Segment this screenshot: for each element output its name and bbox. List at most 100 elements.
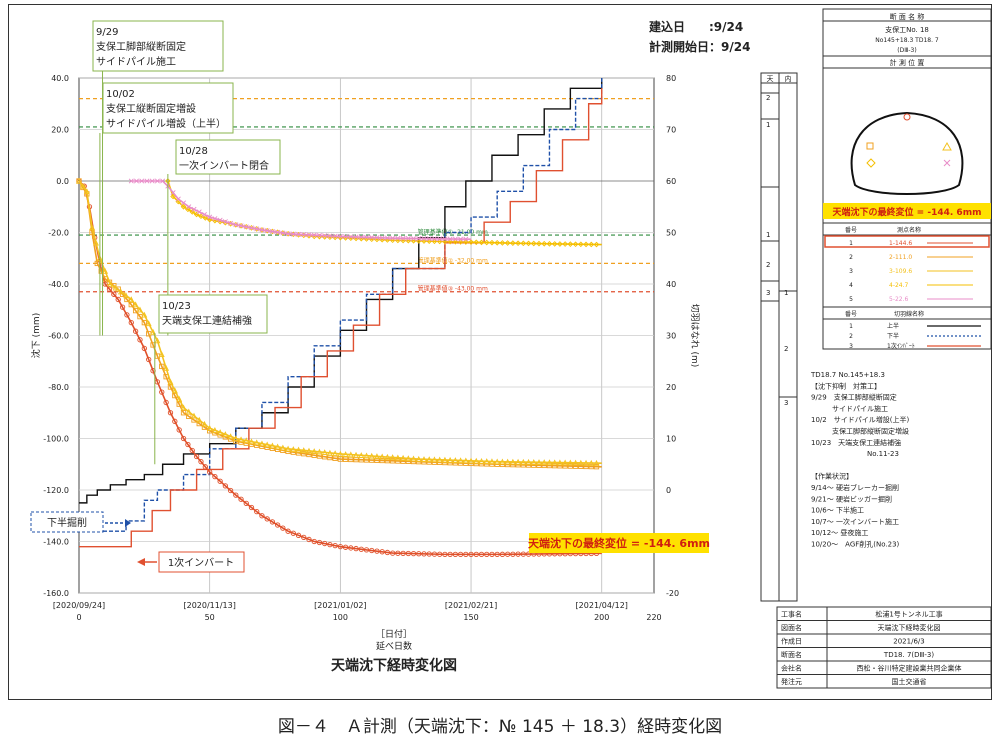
- data-point: [462, 239, 469, 245]
- data-point: [337, 233, 343, 239]
- data-point: [515, 551, 521, 557]
- data-point: [316, 232, 322, 238]
- info-value: TD18. 7(DⅢ-3): [883, 651, 934, 659]
- info-key: 図面名: [781, 623, 802, 632]
- data-point: [557, 241, 563, 247]
- data-point: [395, 458, 401, 464]
- x-tick-label: 220: [646, 613, 661, 622]
- data-point: [280, 230, 286, 236]
- data-point: [145, 320, 152, 327]
- x-tick-label: 200: [594, 613, 609, 622]
- data-point: [468, 551, 474, 558]
- face-strip-label: 1: [766, 121, 770, 129]
- data-point: [176, 427, 182, 433]
- face-strip-label: 2: [766, 261, 770, 269]
- y-tick-label: -140.0: [43, 538, 69, 547]
- tunnel-section-shape: [850, 111, 964, 195]
- data-point: [311, 452, 317, 458]
- data-point: [368, 452, 375, 459]
- data-point: [253, 439, 260, 446]
- data-point: [583, 241, 589, 248]
- data-point: [285, 445, 292, 452]
- lines-row-no: 2: [849, 333, 853, 340]
- face-strip-header: 天: [767, 75, 774, 83]
- data-point: [436, 456, 443, 463]
- data-point: [306, 232, 312, 238]
- data-point: [572, 459, 579, 466]
- annotation-text: 天端支保工連結補強: [162, 314, 252, 327]
- data-point: [332, 455, 338, 461]
- data-point: [567, 241, 574, 247]
- data-point: [133, 178, 140, 184]
- info-value: 2021/6/3: [893, 638, 924, 646]
- data-point: [557, 463, 563, 469]
- work-note: サイドパイル施工: [811, 404, 888, 413]
- section-pattern: (DⅢ-3): [897, 47, 916, 54]
- data-point: [154, 337, 161, 344]
- measure-series: [76, 177, 602, 466]
- lines-row-no: 1: [849, 323, 853, 330]
- data-point: [238, 223, 244, 229]
- data-point: [463, 236, 469, 242]
- data-point: [180, 404, 187, 411]
- data-point: [442, 551, 448, 558]
- data-point: [222, 483, 229, 489]
- data-point: [238, 496, 244, 502]
- data-point: [264, 441, 271, 448]
- data-point: [198, 213, 204, 220]
- data-point: [510, 551, 516, 557]
- data-point: [189, 209, 196, 215]
- lines-row-label: 上半: [887, 322, 899, 330]
- lines-header: 番号: [845, 311, 857, 318]
- data-point: [567, 463, 574, 469]
- data-point: [410, 455, 417, 462]
- work-note: TD18.7 No.145+18.3: [810, 371, 885, 379]
- data-point: [504, 458, 511, 465]
- points-header: 番号: [845, 227, 857, 234]
- data-point: [306, 447, 312, 454]
- y2-tick-label: 0: [666, 486, 671, 495]
- data-point: [593, 464, 600, 470]
- data-point: [207, 469, 213, 475]
- data-point: [405, 235, 411, 241]
- data-point: [159, 389, 165, 395]
- work-note: 9/14～ 硬岩ブレーカー掘削: [811, 483, 899, 492]
- data-point: [525, 240, 532, 247]
- points-row-label: 3-109.6: [889, 268, 912, 275]
- data-point: [536, 459, 542, 465]
- data-point: [193, 211, 200, 218]
- data-point: [149, 178, 155, 184]
- data-point: [520, 458, 527, 465]
- y2-tick-label: 50: [666, 229, 676, 238]
- data-point: [562, 241, 568, 247]
- data-point: [546, 240, 553, 247]
- points-row-no: 4: [849, 282, 853, 289]
- data-point: [421, 551, 427, 557]
- data-point: [163, 364, 170, 371]
- data-point: [180, 410, 187, 416]
- info-key: 作成日: [781, 637, 802, 646]
- final-displacement-badge: 天端沈下の最終変位 = -144. 6mm: [528, 533, 710, 553]
- data-point: [577, 459, 584, 466]
- drawing-sheet: 40.0 20.0 0.0 -20.0 -40.0 -60.0 -80.0 -100.0 -12…: [8, 4, 992, 700]
- data-point: [211, 427, 218, 433]
- data-point: [441, 456, 448, 463]
- side-final-badge-text: 天端沈下の最終変位 = -144. 6mm: [833, 206, 982, 218]
- data-point: [394, 454, 401, 461]
- data-point: [180, 203, 187, 210]
- work-note: 10/2 サイドパイル増設(上半): [811, 415, 909, 424]
- data-point: [128, 178, 134, 184]
- event-annotation: 10/23 天端支保工連結補強: [154, 294, 268, 465]
- points-row-no: 5: [849, 296, 853, 303]
- data-point: [374, 235, 380, 241]
- data-point: [541, 462, 547, 469]
- data-point: [499, 240, 506, 246]
- y-tick-label: -100.0: [43, 435, 69, 444]
- work-note: 9/29 支保工脚部縦断固定: [811, 393, 897, 402]
- work-note: 【沈下抑制 対策工】: [811, 381, 881, 390]
- data-point: [279, 444, 286, 451]
- data-point: [578, 463, 584, 469]
- data-point: [447, 456, 454, 463]
- data-point: [316, 539, 323, 546]
